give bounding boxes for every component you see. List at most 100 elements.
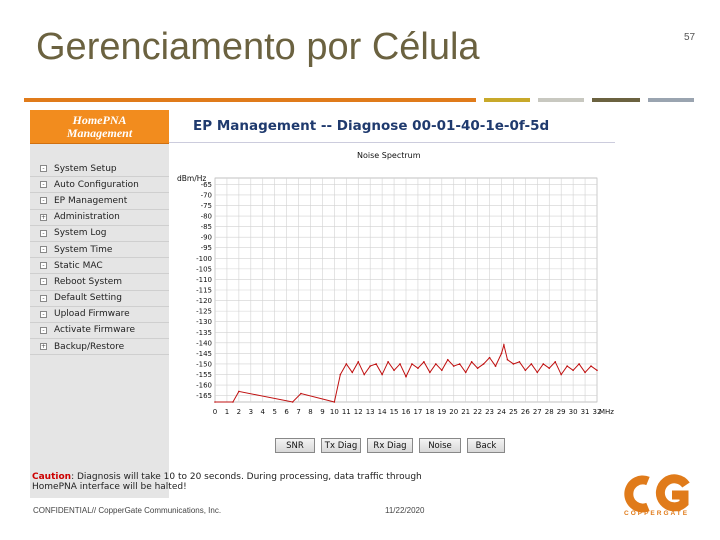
y-tick-label: -65 [201,181,212,189]
sidebar-item[interactable]: - System Log [30,226,169,242]
title-rule-4 [592,98,640,102]
y-tick-label: -150 [196,360,212,368]
noise-data-point [518,361,521,363]
sidebar-item[interactable]: - Auto Configuration [30,177,169,194]
noise-data-point [351,371,354,374]
sidebar-item-label: Static MAC [54,260,103,271]
screenshot-panel: HomePNA Management - System Setup - Auto Co… [30,110,615,498]
sidebar-item-label: System Time [54,244,113,255]
noise-data-point [476,367,479,369]
expand-icon: - [40,229,47,237]
x-axis-unit: MHz [599,408,614,416]
sidebar-item-label: EP Management [54,195,128,206]
sidebar-item-label: Reboot System [54,276,123,287]
title-divider [169,142,615,143]
x-tick-label: 21 [461,408,470,416]
title-rule-2 [484,98,530,102]
noise-data-point [238,390,240,393]
noise-data-point [345,363,348,365]
page-number: 57 [684,32,696,43]
slide-title: Gerenciamento por Célula [36,26,480,68]
x-tick-label: 3 [249,408,253,416]
sidebar-item[interactable]: - Static MAC [30,258,169,275]
noise-data-point [381,373,383,376]
x-tick-label: 1 [225,408,229,416]
sidebar-item-label: System Log [54,228,107,239]
noise-data-point [393,369,395,372]
expand-icon: + [40,343,47,351]
noise-data-point [470,361,473,363]
noise-button[interactable]: Noise [419,438,461,453]
x-tick-label: 16 [402,408,411,416]
noise-data-point [291,401,294,403]
noise-data-point [452,365,455,367]
expand-icon: - [40,165,47,173]
y-tick-label: -85 [201,223,212,231]
page-title: EP Management -- Diagnose 00-01-40-1e-0f… [193,118,550,134]
x-tick-label: 27 [533,408,542,416]
noise-data-point [488,356,491,359]
noise-data-point [560,373,562,376]
x-tick-label: 19 [437,408,446,416]
x-tick-label: 25 [509,408,518,416]
sidebar-item[interactable]: - Activate Firmware [30,323,169,340]
rx-diag-button[interactable]: Rx Diag [367,438,413,453]
logo-text: COPPERGATE [624,510,690,517]
x-tick-label: 2 [237,408,241,416]
y-tick-label: -165 [196,392,212,400]
y-tick-label: -145 [196,350,212,358]
noise-data-point [503,344,505,346]
x-tick-label: 0 [213,408,217,416]
x-tick-label: 32 [593,408,602,416]
expand-icon: - [40,197,47,205]
sidebar-item[interactable]: - Reboot System [30,274,169,291]
sidebar-item[interactable]: - Default Setting [30,291,169,307]
snr-button[interactable]: SNR [275,438,315,453]
noise-data-point [542,363,545,365]
y-tick-label: -90 [201,234,212,242]
y-tick-label: -125 [196,308,212,316]
sidebar-header: HomePNA Management [30,110,169,144]
y-tick-label: -120 [196,297,212,305]
expand-icon: - [40,278,47,286]
sidebar-item-label: Backup/Restore [54,341,125,352]
x-tick-label: 29 [557,408,566,416]
x-tick-label: 18 [425,408,434,416]
sidebar-item-label: Administration [54,212,120,223]
sidebar-item[interactable]: - EP Management [30,193,169,210]
x-tick-label: 8 [308,408,312,416]
noise-data-point [411,363,413,365]
tx-diag-button[interactable]: Tx Diag [321,438,361,453]
x-tick-label: 4 [261,408,266,416]
y-tick-label: -80 [201,213,212,221]
back-button[interactable]: Back [467,438,505,453]
footer-date: 11/22/2020 [385,506,425,515]
y-tick-label: -110 [196,276,212,284]
x-tick-label: 26 [521,408,530,416]
noise-data-point [423,361,425,363]
expand-icon: - [40,294,47,302]
coppergate-logo-icon [624,474,690,513]
x-tick-label: 6 [284,408,289,416]
x-tick-label: 12 [354,408,363,416]
noise-data-point [566,365,568,367]
y-tick-label: -135 [196,329,212,337]
sidebar-item[interactable]: + Backup/Restore [30,339,169,356]
y-tick-label: -160 [196,382,212,390]
caution-text: : Diagnosis will take 10 to 20 seconds. … [32,472,422,492]
y-axis-unit: dBm/Hz [177,174,207,183]
sidebar-item-label: System Setup [54,163,117,174]
sidebar-item[interactable]: - System Setup [30,161,169,178]
noise-data-point [548,367,551,369]
sidebar-item[interactable]: - Upload Firmware [30,307,169,323]
noise-data-point [512,363,515,365]
x-tick-label: 13 [366,408,375,416]
noise-data-point [441,369,443,372]
title-rule-1 [24,98,476,102]
noise-data-point [405,375,407,378]
noise-data-point [300,392,302,395]
x-tick-label: 15 [390,408,399,416]
sidebar-item[interactable]: + Administration [30,210,169,226]
sidebar-item-label: Auto Configuration [54,179,139,190]
sidebar-item[interactable]: - System Time [30,242,169,259]
